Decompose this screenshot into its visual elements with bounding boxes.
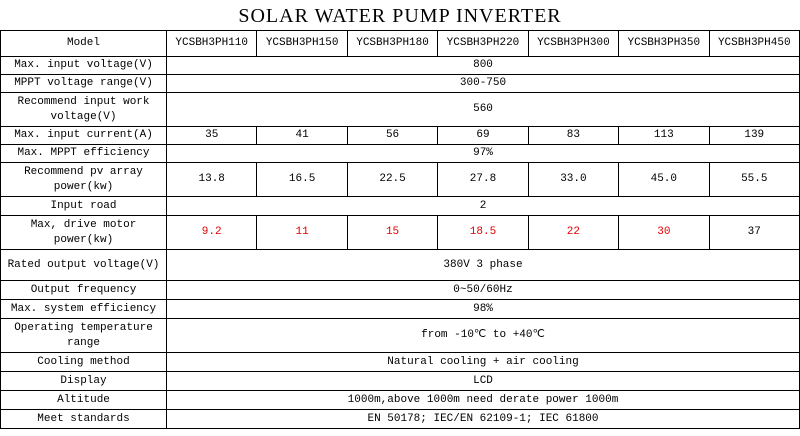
model-name: YCSBH3PH110	[165, 30, 258, 57]
spec-row: Altitude 1000m,above 1000m need derate po…	[0, 390, 800, 410]
row-label: Meet standards	[0, 409, 167, 429]
model-name: YCSBH3PH180	[346, 30, 439, 57]
row-value: 800	[166, 56, 800, 75]
row-value: 22	[527, 215, 620, 250]
row-value: 55.5	[708, 162, 800, 197]
spec-row: Rated output voltage(V) 380V 3 phase	[0, 249, 800, 281]
header-row: Model YCSBH3PH110 YCSBH3PH150 YCSBH3PH180 YC…	[0, 30, 800, 57]
model-name: YCSBH3PH220	[437, 30, 529, 57]
row-value: 139	[708, 126, 800, 145]
row-label: Rated output voltage(V)	[0, 249, 167, 281]
header-label: Model	[0, 30, 167, 57]
row-value: EN 50178; IEC/EN 62109-1; IEC 61800	[166, 409, 800, 429]
row-value: 98%	[166, 299, 800, 319]
row-value: 11	[256, 215, 348, 250]
row-label: Recommend input work voltage(V)	[0, 92, 167, 127]
row-value: 2	[166, 196, 800, 216]
model-name: YCSBH3PH150	[256, 30, 348, 57]
spec-row: Display LCD	[0, 371, 800, 391]
row-value: 27.8	[437, 162, 529, 197]
row-value: 13.8	[165, 162, 258, 197]
row-value: 30	[618, 215, 710, 250]
row-value: 1000m,above 1000m need derate power 1000…	[166, 390, 800, 410]
row-label: Cooling method	[0, 352, 167, 372]
row-label: Output frequency	[0, 280, 167, 300]
row-value: 560	[166, 92, 800, 127]
row-value: 15	[346, 215, 439, 250]
row-value: 300-750	[166, 74, 800, 93]
spec-row: Max. input voltage(V) 800	[0, 56, 800, 75]
spec-row: Max. MPPT efficiency 97%	[0, 144, 800, 163]
row-value: 56	[346, 126, 439, 145]
row-value: 22.5	[346, 162, 439, 197]
row-value: 41	[256, 126, 348, 145]
row-value: 18.5	[437, 215, 529, 250]
row-value: LCD	[166, 371, 800, 391]
row-label: Max. MPPT efficiency	[0, 144, 167, 163]
model-name: YCSBH3PH350	[618, 30, 710, 57]
row-label: Max. system efficiency	[0, 299, 167, 319]
spec-row: Output frequency 0~50/60Hz	[0, 280, 800, 300]
row-value: 113	[618, 126, 710, 145]
row-value: from -10℃ to +40℃	[166, 318, 800, 353]
spec-row: MPPT voltage range(V) 300-750	[0, 74, 800, 93]
row-label: Max, drive motor power(kw)	[0, 215, 167, 250]
row-label: Input road	[0, 196, 167, 216]
title: SOLAR WATER PUMP INVERTER	[238, 5, 562, 27]
spec-table: Model YCSBH3PH110 YCSBH3PH150 YCSBH3PH180 YC…	[0, 30, 800, 429]
spec-row: Recommend input work voltage(V) 560	[0, 92, 800, 127]
spec-row: Max. system efficiency 98%	[0, 299, 800, 319]
row-value: 0~50/60Hz	[166, 280, 800, 300]
row-label: Display	[0, 371, 167, 391]
row-value: Natural cooling + air cooling	[166, 352, 800, 372]
row-value: 35	[165, 126, 258, 145]
row-label: Max. input current(A)	[0, 126, 167, 145]
row-label: Max. input voltage(V)	[0, 56, 167, 75]
row-label: Operating temperature range	[0, 318, 167, 353]
row-value: 16.5	[256, 162, 348, 197]
spec-row: Max. input current(A) 35 41 56 69 83 113 139	[0, 126, 800, 145]
row-value: 37	[708, 215, 800, 250]
spec-row: Meet standards EN 50178; IEC/EN 62109-1; …	[0, 409, 800, 429]
spec-row: Cooling method Natural cooling + air cool…	[0, 352, 800, 372]
spec-row: Recommend pv array power(kw) 13.8 16.5 22.5…	[0, 162, 800, 197]
row-value: 380V 3 phase	[166, 249, 800, 281]
spec-row: Input road 2	[0, 196, 800, 216]
spec-row: Max, drive motor power(kw) 9.2 11 15 18.5 22 3…	[0, 215, 800, 250]
row-label: MPPT voltage range(V)	[0, 74, 167, 93]
row-value: 33.0	[527, 162, 620, 197]
spec-row: Operating temperature range from -10℃ to …	[0, 318, 800, 353]
row-value: 83	[527, 126, 620, 145]
row-value: 45.0	[618, 162, 710, 197]
row-value: 9.2	[165, 215, 258, 250]
row-label: Recommend pv array power(kw)	[0, 162, 167, 197]
model-name: YCSBH3PH450	[708, 30, 800, 57]
row-label: Altitude	[0, 390, 167, 410]
row-value: 69	[437, 126, 529, 145]
model-name: YCSBH3PH300	[527, 30, 620, 57]
row-value: 97%	[166, 144, 800, 163]
